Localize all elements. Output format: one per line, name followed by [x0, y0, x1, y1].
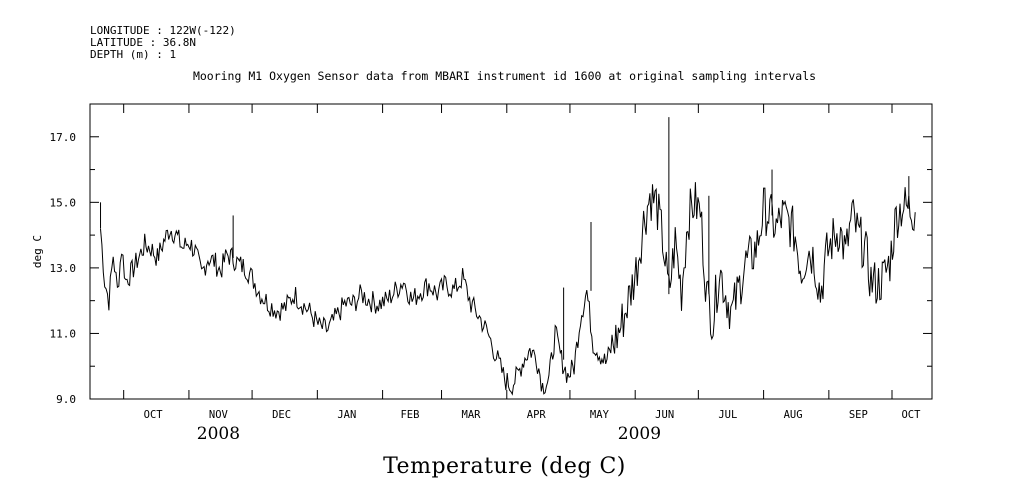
- month-label: JUL: [718, 409, 737, 421]
- chart-axes: 9.0 11.0 13.0 15.0 17.0 deg C OCT NOV DEC JAN FEB M…: [31, 103, 933, 444]
- longitude-label: LONGITUDE : 122W(-122): [90, 24, 236, 37]
- y-tick-label: 17.0: [50, 131, 77, 144]
- chart-title: Mooring M1 Oxygen Sensor data from MBARI…: [192, 69, 817, 83]
- y-axis-label: deg C: [31, 235, 44, 268]
- x-axis-title: Temperature (deg C): [383, 454, 626, 479]
- latitude-label: LATITUDE : 36.8N: [90, 36, 196, 49]
- y-tick-label: 13.0: [50, 262, 77, 275]
- y-tick-label: 11.0: [50, 327, 77, 340]
- month-label: FEB: [400, 409, 419, 421]
- plot-frame: [89, 103, 933, 400]
- month-label: MAR: [462, 409, 482, 421]
- month-label: JAN: [337, 409, 356, 421]
- month-label: APR: [527, 409, 547, 421]
- month-label: OCT: [144, 409, 164, 421]
- y-tick-label: 15.0: [50, 196, 77, 209]
- month-label: JUN: [655, 409, 674, 421]
- y-tick-label: 9.0: [56, 393, 76, 406]
- chart-marks: [100, 117, 916, 396]
- year-label: 2008: [197, 424, 240, 444]
- depth-label: DEPTH (m) : 1: [90, 48, 177, 61]
- month-label: NOV: [209, 409, 229, 421]
- year-label: 2009: [618, 424, 661, 444]
- month-label: AUG: [784, 409, 803, 421]
- month-label: DEC: [272, 409, 291, 421]
- month-label: SEP: [849, 409, 868, 421]
- temperature-chart: 9.0 11.0 13.0 15.0 17.0 deg C OCT NOV DEC JAN FEB M…: [31, 103, 933, 444]
- temperature-series-line: [100, 182, 916, 396]
- month-label: MAY: [590, 409, 610, 421]
- month-label: OCT: [901, 409, 921, 421]
